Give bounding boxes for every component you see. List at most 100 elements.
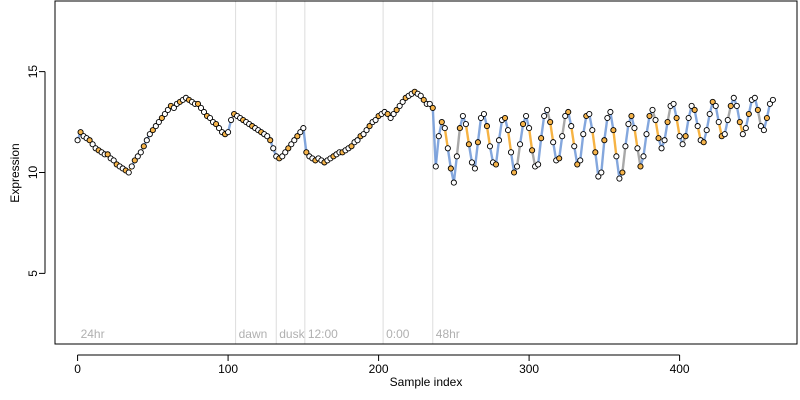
data-point: [649, 106, 656, 114]
region-labels: 24hr dawn dusk 12:00 0:00 48hr: [81, 327, 460, 341]
data-point: [538, 135, 545, 142]
data-point: [495, 137, 503, 144]
region-label: 12:00: [308, 327, 338, 341]
data-point: [679, 141, 686, 148]
trend-segment: [536, 136, 543, 166]
x-tick-label: 200: [369, 362, 389, 376]
trend-segment: [452, 155, 459, 184]
data-point: [134, 153, 141, 160]
data-point: [161, 110, 168, 118]
data-point: [643, 131, 650, 138]
data-point: [706, 110, 713, 118]
data-point: [420, 96, 427, 103]
data-point: [89, 141, 96, 148]
region-label: 0:00: [386, 327, 410, 341]
trend-segment: [302, 126, 308, 154]
data-point: [225, 129, 232, 136]
data-point: [691, 106, 698, 114]
data-point: [474, 139, 481, 146]
trend-segment: [431, 106, 437, 168]
data-point: [74, 137, 81, 144]
data-point: [754, 106, 761, 114]
data-point: [441, 125, 448, 132]
y-tick-label: 5: [26, 270, 40, 277]
trend-segment: [642, 132, 648, 158]
data-point: [471, 165, 478, 172]
data-point: [607, 108, 614, 116]
data-point: [158, 114, 165, 122]
data-point: [760, 127, 767, 134]
data-point: [137, 149, 144, 156]
trend-segment: [455, 126, 462, 158]
y-tick-label: 15: [26, 65, 40, 79]
trend-segment: [594, 151, 600, 178]
data-point: [724, 116, 731, 124]
data-point: [715, 119, 722, 126]
data-point: [550, 139, 557, 146]
data-point: [700, 139, 707, 146]
data-point: [212, 121, 220, 128]
data-point: [228, 116, 235, 124]
data-point: [685, 114, 692, 122]
trend-segment: [615, 155, 621, 180]
data-point: [670, 100, 677, 107]
data-point: [140, 143, 147, 150]
data-point: [742, 125, 749, 132]
data-point: [589, 127, 596, 134]
trend-segment: [591, 128, 597, 154]
data-point: [459, 112, 466, 120]
data-point: [613, 153, 620, 160]
data-point: [598, 169, 605, 176]
data-point: [682, 133, 689, 140]
trend-segment: [603, 116, 609, 142]
trend-segment: [476, 116, 483, 144]
x-tick-label: 300: [519, 362, 539, 376]
data-point: [104, 151, 111, 158]
data-point: [387, 114, 394, 122]
data-point: [529, 147, 536, 154]
data-point: [507, 149, 515, 156]
data-point: [556, 155, 563, 162]
trend-segment: [609, 110, 615, 132]
data-point: [562, 112, 569, 120]
data-point: [544, 106, 551, 114]
data-point: [279, 153, 286, 160]
data-point: [197, 104, 205, 111]
trend-segment: [551, 141, 558, 162]
data-point: [270, 145, 277, 152]
data-point: [652, 116, 659, 124]
data-point: [282, 149, 289, 156]
data-point: [486, 143, 494, 150]
data-points: [74, 88, 776, 186]
trend-segment: [485, 124, 492, 148]
trend-segment: [570, 124, 576, 148]
data-point: [393, 106, 400, 114]
data-point: [417, 92, 424, 99]
data-point: [526, 125, 533, 132]
data-point: [125, 169, 132, 176]
data-point: [372, 116, 379, 124]
region-label: dawn: [239, 327, 268, 341]
data-point: [396, 102, 403, 109]
trend-segment: [557, 134, 564, 160]
data-point: [267, 137, 274, 144]
data-point: [200, 108, 208, 116]
x-tick-label: 0: [74, 362, 81, 376]
data-point: [604, 114, 611, 122]
trend-segment: [561, 114, 567, 138]
data-point: [462, 121, 469, 128]
data-point: [170, 104, 177, 111]
data-point: [453, 153, 460, 160]
data-point: [646, 112, 653, 120]
data-point: [619, 169, 626, 176]
trend-segment: [548, 120, 555, 144]
trend-segment: [509, 151, 516, 174]
data-point: [664, 119, 671, 126]
trend-segment: [497, 118, 504, 142]
data-point: [285, 145, 292, 152]
data-point: [444, 145, 451, 152]
data-point: [745, 110, 752, 118]
data-point: [709, 98, 716, 105]
data-point: [447, 165, 454, 172]
data-point: [294, 133, 301, 140]
